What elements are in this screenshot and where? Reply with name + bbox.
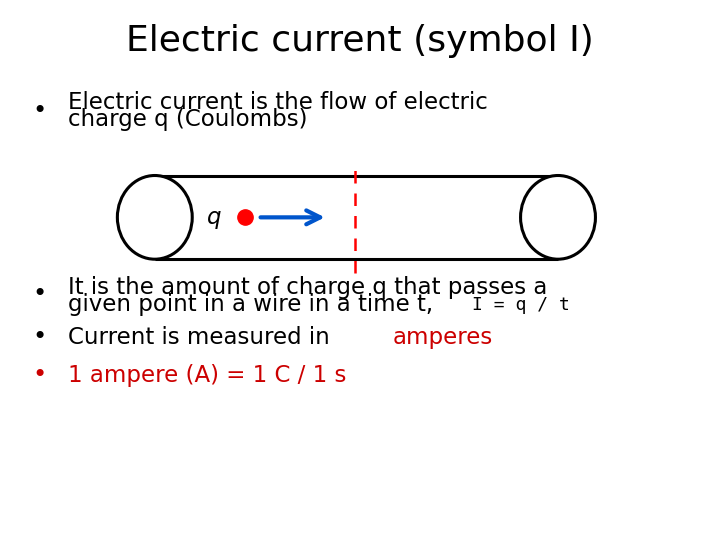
Text: It is the amount of charge q that passes a: It is the amount of charge q that passes…	[68, 276, 548, 299]
Ellipse shape	[521, 176, 595, 259]
Text: •: •	[32, 99, 47, 123]
Text: given point in a wire in a time t,: given point in a wire in a time t,	[68, 293, 441, 316]
Text: 1 ampere (A) = 1 C / 1 s: 1 ampere (A) = 1 C / 1 s	[68, 364, 347, 387]
Text: charge q (Coulombs): charge q (Coulombs)	[68, 109, 308, 131]
Text: I = q / t: I = q / t	[472, 295, 570, 314]
Ellipse shape	[117, 176, 192, 259]
Text: amperes: amperes	[392, 326, 492, 349]
Text: •: •	[32, 363, 47, 387]
Bar	[155, 176, 558, 259]
Text: q: q	[207, 206, 222, 229]
Text: •: •	[32, 282, 47, 306]
Text: Electric current is the flow of electric: Electric current is the flow of electric	[68, 91, 488, 114]
Text: •: •	[32, 326, 47, 349]
Text: Current is measured in: Current is measured in	[68, 326, 338, 349]
Text: Electric current (symbol I): Electric current (symbol I)	[126, 24, 594, 57]
